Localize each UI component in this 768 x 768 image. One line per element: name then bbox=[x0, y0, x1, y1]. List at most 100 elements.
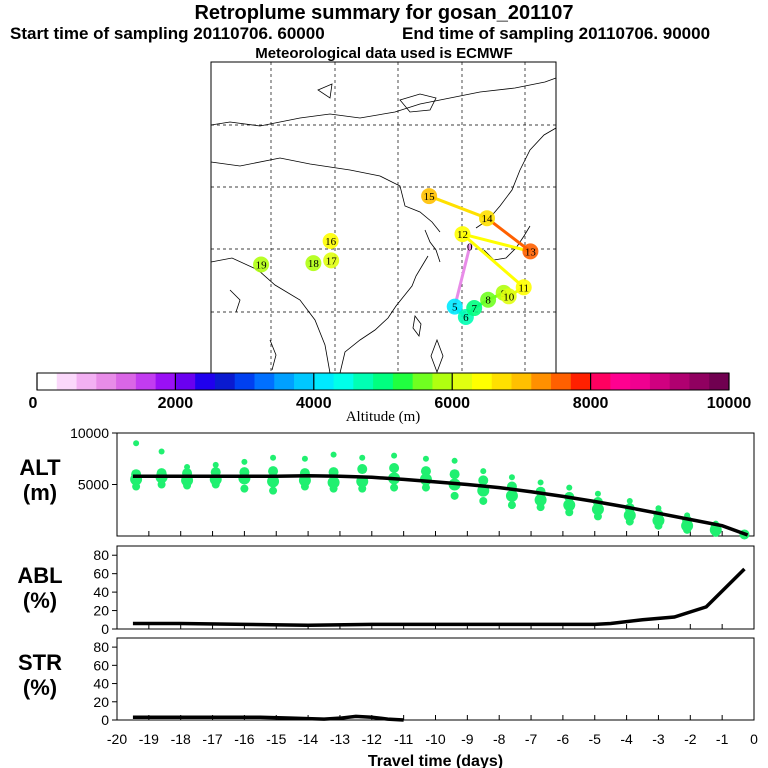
colorbar-swatch bbox=[373, 373, 394, 390]
colorbar-tick-label: 6000 bbox=[434, 395, 470, 412]
colorbar-swatch bbox=[630, 373, 651, 390]
plume-point bbox=[515, 279, 532, 296]
alt-scatter-point bbox=[449, 469, 460, 480]
plume-point bbox=[479, 210, 495, 227]
alt-scatter-point bbox=[623, 509, 636, 522]
colorbar-tick-label: 4000 bbox=[296, 395, 332, 412]
plume-age-label: 17 bbox=[326, 255, 338, 267]
plume-age-label: 7 bbox=[471, 303, 477, 315]
met-data-label: Meteorological data used is ECMWF bbox=[255, 45, 513, 62]
trajectory-segment bbox=[428, 194, 488, 220]
xtick-label: -14 bbox=[298, 731, 318, 747]
alt-scatter-point bbox=[625, 517, 634, 526]
colorbar-swatch bbox=[551, 373, 572, 390]
trajectory-map: 05678910111213141516171819 bbox=[210, 61, 557, 374]
xtick-label: -7 bbox=[525, 731, 538, 747]
alt-scatter-point bbox=[238, 472, 251, 485]
colorbar-swatch bbox=[491, 373, 513, 390]
plume-point bbox=[446, 298, 463, 315]
plume-age-label: 12 bbox=[457, 229, 468, 241]
colorbar-swatch bbox=[353, 373, 374, 390]
colorbar-swatch bbox=[610, 373, 631, 390]
plume-point bbox=[253, 256, 270, 273]
alt-scatter-point bbox=[565, 508, 574, 517]
colorbar-swatch bbox=[195, 373, 216, 390]
alt-scatter-point bbox=[654, 521, 663, 530]
plume-age-label: 18 bbox=[308, 258, 320, 270]
alt-scatter-point bbox=[389, 463, 400, 474]
colorbar-swatch bbox=[175, 373, 196, 390]
xtick-label: -12 bbox=[362, 731, 382, 747]
coastline bbox=[317, 83, 333, 99]
colorbar-tick-label: 2000 bbox=[158, 395, 194, 412]
alt-scatter-point bbox=[478, 475, 489, 486]
colorbar-swatch bbox=[412, 373, 433, 390]
plume-age-label: 11 bbox=[518, 282, 529, 294]
alt-scatter-point bbox=[330, 451, 337, 458]
alt-scatter-point bbox=[683, 525, 692, 534]
alt-ytick-label: 5000 bbox=[78, 477, 109, 493]
str-ytick-label: 20 bbox=[93, 694, 109, 710]
alt-scatter-point bbox=[391, 452, 398, 459]
xtick-label: -5 bbox=[589, 731, 602, 747]
alt-scatter-point bbox=[133, 440, 140, 447]
colorbar-swatch bbox=[313, 373, 335, 390]
alt-scatter-point bbox=[132, 482, 141, 491]
xtick-label: -16 bbox=[234, 731, 254, 747]
colorbar-tick-label: 0 bbox=[29, 395, 38, 412]
alt-scatter-point bbox=[301, 455, 308, 462]
coastline bbox=[339, 255, 429, 374]
plume-age-label: 13 bbox=[525, 246, 537, 258]
str-ytick-label: 80 bbox=[93, 639, 109, 655]
alt-scatter-point bbox=[563, 499, 576, 512]
xtick-label: -11 bbox=[394, 731, 413, 747]
colorbar-swatch bbox=[709, 373, 730, 390]
colorbar-swatch bbox=[96, 373, 117, 390]
alt-scatter-point bbox=[537, 479, 544, 486]
trajectory-segment bbox=[453, 246, 472, 308]
alt-scatter-point bbox=[269, 486, 278, 495]
trajectory-segment bbox=[462, 232, 531, 253]
alt-scatter-point bbox=[593, 512, 602, 521]
time-series-panels: ALT(m) 500010000ABL(%)020406080STR(%)0204… bbox=[17, 425, 758, 768]
altitude-colorbar: 0 2000 4000 6000 8000 10000 Altitude (m) bbox=[29, 372, 751, 425]
xtick-label: -15 bbox=[266, 731, 286, 747]
plume-point bbox=[480, 291, 497, 308]
abl-ytick-label: 20 bbox=[93, 603, 109, 619]
plume-point bbox=[522, 243, 539, 260]
str-series-line bbox=[132, 714, 404, 722]
colorbar-swatch bbox=[294, 373, 315, 390]
colorbar-swatch bbox=[155, 373, 176, 390]
colorbar-swatch bbox=[511, 373, 532, 390]
abl-ytick-label: 60 bbox=[93, 566, 109, 582]
plume-age-label: 19 bbox=[256, 259, 268, 271]
coastline bbox=[399, 93, 437, 113]
xtick-label: -3 bbox=[652, 731, 665, 747]
plume-point bbox=[454, 226, 471, 243]
abl-panel-unit: (%) bbox=[23, 588, 57, 613]
colorbar-swatch bbox=[116, 373, 137, 390]
alt-scatter-point bbox=[505, 489, 518, 502]
str-ytick-label: 0 bbox=[101, 712, 109, 728]
trajectory-segment bbox=[461, 232, 525, 289]
alt-scatter-point bbox=[536, 503, 545, 512]
xtick-label: -20 bbox=[107, 731, 127, 747]
colorbar-swatch bbox=[590, 373, 611, 390]
colorbar-swatch bbox=[135, 373, 157, 390]
alt-scatter-point bbox=[240, 484, 249, 493]
alt-scatter-point bbox=[329, 484, 338, 493]
plume-age-label: 10 bbox=[503, 291, 515, 303]
alt-scatter-point bbox=[390, 483, 399, 492]
colorbar-swatch bbox=[432, 373, 453, 390]
sampling-start: Start time of sampling 20110706. 60000 bbox=[10, 24, 325, 43]
coastline bbox=[229, 289, 241, 313]
str-ytick-label: 60 bbox=[93, 657, 109, 673]
alt-scatter-point bbox=[241, 458, 248, 465]
xtick-label: -4 bbox=[620, 731, 633, 747]
alt-scatter-point bbox=[300, 482, 309, 491]
str-panel-label: STR bbox=[18, 650, 62, 675]
alt-scatter-point bbox=[422, 455, 429, 462]
alt-scatter-point bbox=[327, 476, 340, 489]
alt-scatter-point bbox=[480, 468, 487, 475]
xtick-label: -9 bbox=[461, 731, 474, 747]
